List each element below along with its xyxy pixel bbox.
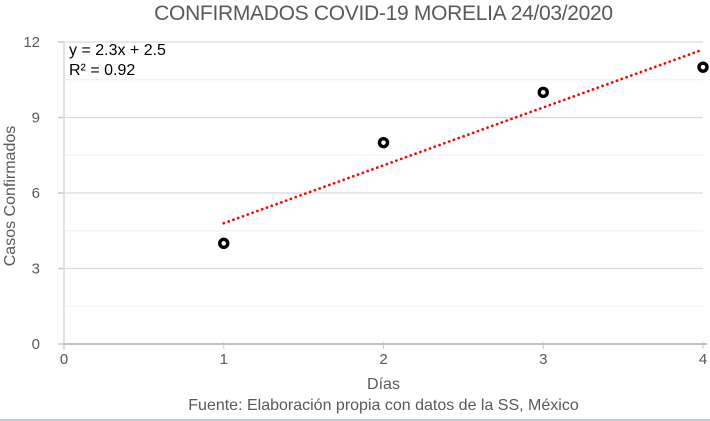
x-tick-label: 3 — [539, 351, 547, 368]
trendline-equation: y = 2.3x + 2.5 — [69, 42, 166, 59]
data-point — [218, 237, 230, 250]
trendline-r-squared: R² = 0.92 — [69, 62, 136, 79]
x-tick-label: 0 — [60, 351, 68, 368]
source-note: Fuente: Elaboración propia con datos de … — [188, 397, 579, 414]
y-tick-label: 9 — [32, 110, 40, 127]
trendline-label: y = 2.3x + 2.5 R² = 0.92 — [69, 41, 166, 81]
trendline — [222, 48, 705, 225]
x-tick-label: 2 — [379, 351, 387, 368]
y-tick-label: 3 — [32, 261, 40, 278]
x-tick-label: 1 — [220, 351, 228, 368]
data-point — [537, 86, 549, 99]
x-tick-label: 4 — [699, 351, 707, 368]
y-tick-label: 12 — [23, 34, 40, 51]
y-axis-title: Casos Confirmados — [2, 125, 19, 267]
x-axis-title: Días — [367, 376, 400, 393]
window-bottom-border — [0, 419, 710, 421]
data-point — [697, 61, 709, 73]
chart-title: CONFIRMADOS COVID-19 MORELIA 24/03/2020 — [154, 2, 613, 25]
y-tick-label: 0 — [32, 336, 40, 353]
y-tick-label: 6 — [32, 185, 40, 202]
data-point — [377, 136, 390, 149]
